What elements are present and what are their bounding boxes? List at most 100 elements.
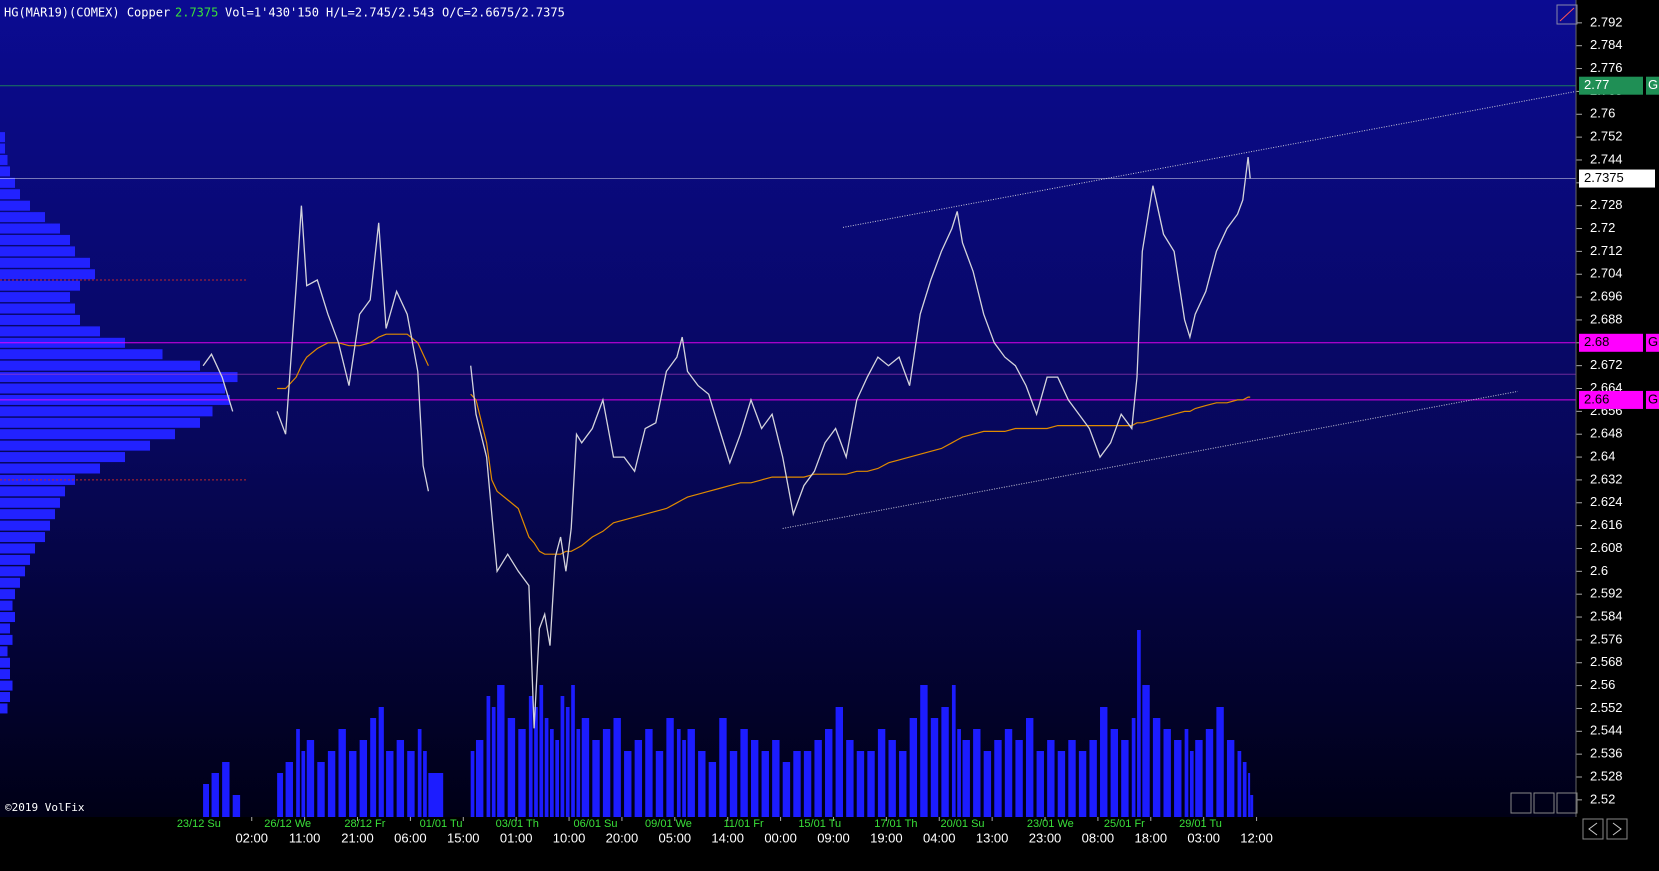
volume-bar	[203, 784, 210, 817]
x-tick-label: 18:00	[1135, 830, 1168, 845]
trendline	[782, 390, 1518, 529]
volume-bar	[909, 718, 918, 817]
scroll-right-button[interactable]	[1606, 818, 1628, 840]
profile-bar	[0, 520, 50, 531]
x-tick-label: 11:00	[289, 830, 321, 845]
volume-bar	[507, 718, 516, 817]
zoom-button[interactable]	[1556, 792, 1578, 814]
volume-bar	[1226, 740, 1235, 817]
volume-bar	[1004, 729, 1013, 817]
axes: 2.52 2.528 2.536 2.544 2.552 2.56 2.568 2.576 2.…	[177, 0, 1659, 845]
volume-profile	[0, 132, 1576, 714]
volume-bar	[803, 751, 812, 817]
volume-bar	[867, 751, 875, 817]
y-tick-label: 2.592	[1590, 586, 1623, 601]
profile-bar	[0, 292, 70, 303]
volume-bar	[1184, 729, 1189, 817]
profile-bar	[0, 234, 70, 245]
volume-bar	[782, 762, 791, 817]
level-tag-label: 2.66	[1584, 391, 1609, 406]
volume-bar	[534, 707, 538, 817]
volume-bar	[396, 740, 405, 817]
volume-bar	[486, 696, 491, 817]
volume-bar	[518, 729, 526, 817]
y-tick-label: 2.744	[1590, 151, 1623, 166]
x-date-label: 09/01 We	[645, 818, 692, 830]
x-tick-label: 02:00	[235, 830, 268, 845]
volume-bar	[645, 729, 653, 817]
volume-bar	[296, 729, 300, 817]
volume-bar	[719, 718, 727, 817]
level-tag-cap	[1646, 390, 1659, 409]
open-close-info: O/C=2.6675/2.7375	[442, 6, 565, 20]
volume-bar	[565, 707, 570, 817]
toolbar-bottom[interactable]	[1510, 792, 1628, 840]
volume-bar	[428, 773, 444, 817]
profile-bar	[0, 189, 20, 200]
copyright: ©2019 VolFix	[5, 801, 85, 814]
y-tick-label: 2.608	[1590, 540, 1623, 555]
level-tag-cap	[1646, 76, 1659, 95]
profile-bar	[0, 669, 10, 680]
volume-bar	[306, 740, 315, 817]
volume-bar	[301, 751, 306, 817]
volume-bar	[349, 751, 357, 817]
x-tick-label: 21:00	[341, 830, 374, 845]
volume-bar	[1216, 707, 1224, 817]
volume-bar	[666, 718, 674, 817]
x-tick-label: 14:00	[711, 830, 744, 845]
grid-button[interactable]	[1510, 792, 1532, 814]
drawing-tool-button[interactable]	[1556, 4, 1578, 25]
volume-bar	[1100, 707, 1108, 817]
volume-bar	[576, 729, 581, 817]
volume-bar	[423, 751, 427, 817]
y-tick-label: 2.624	[1590, 494, 1623, 509]
profile-bar	[0, 246, 75, 257]
volume-bar	[1078, 751, 1087, 817]
y-tick-label: 2.544	[1590, 723, 1623, 738]
volume-bar	[983, 751, 992, 817]
level-tag-cap	[1646, 333, 1659, 352]
volume-bar	[761, 751, 769, 817]
y-tick-label: 2.528	[1590, 768, 1623, 783]
y-tick-label: 2.64	[1590, 449, 1615, 464]
volume-bar	[877, 729, 886, 817]
x-tick-label: 13:00	[976, 830, 1009, 845]
volume-bar	[1142, 685, 1150, 817]
profile-bar	[0, 177, 15, 188]
profile-bar	[0, 223, 60, 234]
level-tag-code: G	[1648, 334, 1658, 349]
y-tick-label: 2.72	[1590, 220, 1615, 235]
profile-bar	[0, 314, 80, 325]
volume-bar	[528, 696, 533, 817]
y-tick-label: 2.712	[1590, 243, 1623, 258]
volume-bar	[1163, 729, 1171, 817]
x-tick-label: 06:00	[394, 830, 427, 845]
y-tick-label: 2.576	[1590, 631, 1623, 646]
toolbar-top[interactable]	[1556, 4, 1578, 25]
x-tick-label: 09:00	[817, 830, 850, 845]
volume-bar	[951, 685, 956, 817]
x-tick-label: 04:00	[923, 830, 956, 845]
volume-bar	[973, 729, 981, 817]
volume-bar	[338, 729, 346, 817]
level-tag-label: 2.7375	[1584, 170, 1624, 185]
crosshair-button[interactable]	[1533, 792, 1555, 814]
level-tag	[1579, 76, 1643, 95]
x-tick-label: 23:00	[1029, 830, 1062, 845]
profile-bar	[0, 406, 213, 417]
scroll-left-button[interactable]	[1582, 818, 1604, 840]
y-tick-label: 2.776	[1590, 60, 1623, 75]
profile-bar	[0, 132, 5, 143]
volume-bar	[370, 718, 377, 817]
volume-bar	[729, 751, 738, 817]
volume-bar	[1025, 718, 1034, 817]
volume-bar	[1121, 740, 1129, 817]
x-date-label: 01/01 Tu	[420, 818, 463, 830]
x-date-label: 03/01 Th	[496, 818, 539, 830]
y-tick-label: 2.6	[1590, 563, 1608, 578]
profile-bar	[0, 417, 200, 428]
volume-bar	[1036, 751, 1044, 817]
volume-bar	[994, 740, 1002, 817]
volume-bar	[491, 707, 496, 817]
